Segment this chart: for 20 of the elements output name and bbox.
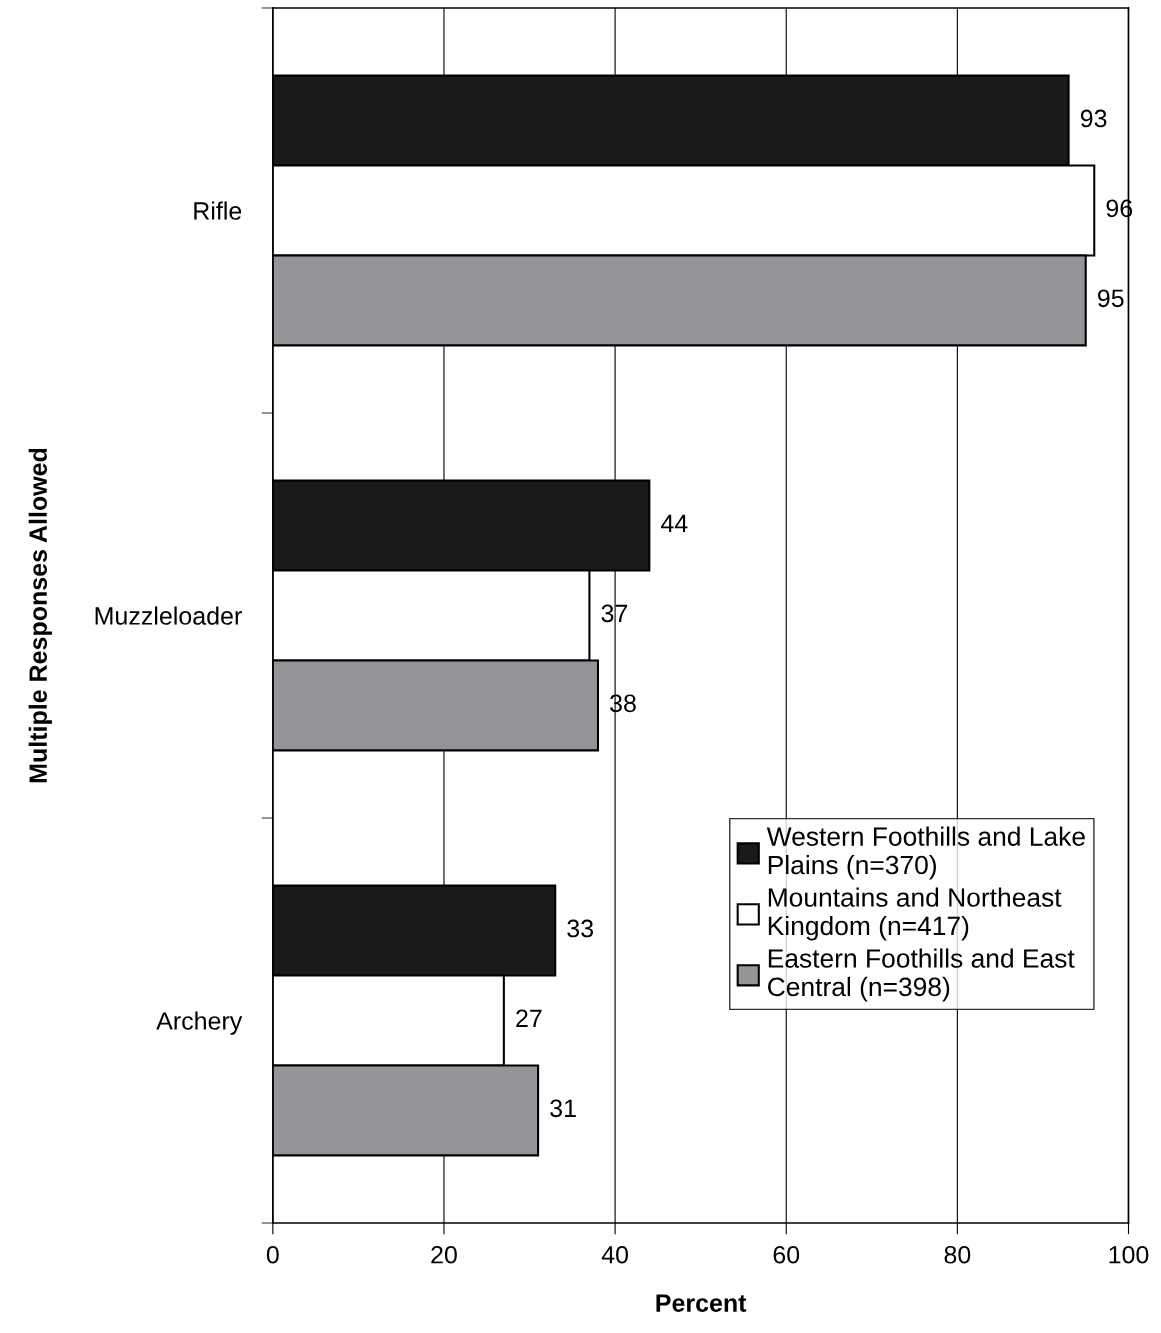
legend-label: Eastern Foothills and East Central (n=398)	[768, 948, 1075, 1002]
y-tick-label: Muzzleloader	[95, 606, 242, 625]
data-label: 33	[567, 919, 594, 938]
data-label: 31	[550, 1099, 576, 1118]
data-label: 44	[661, 514, 688, 533]
x-tick-label: 20	[431, 1245, 457, 1264]
legend-label: Western Foothills and Lake Plains (n=370)	[766, 826, 1085, 880]
x-axis-title: Percent	[656, 1294, 747, 1312]
data-label: 95	[1097, 289, 1124, 308]
data-label: 93	[1080, 109, 1107, 128]
x-tick-label: 0	[266, 1245, 279, 1264]
legend-label: Mountains and Northeast Kingdom (n=417)	[768, 887, 1062, 941]
data-label: 27	[516, 1009, 542, 1027]
x-tick-label: 60	[773, 1245, 800, 1264]
y-tick-label: Rifle	[194, 201, 242, 220]
y-axis-title: Multiple Responses Allowed	[28, 448, 52, 783]
x-tick-label: 40	[601, 1245, 629, 1264]
y-tick-label: Archery	[156, 1011, 243, 1035]
x-tick-label: 100	[1109, 1245, 1149, 1264]
x-tick-label: 80	[944, 1245, 971, 1264]
